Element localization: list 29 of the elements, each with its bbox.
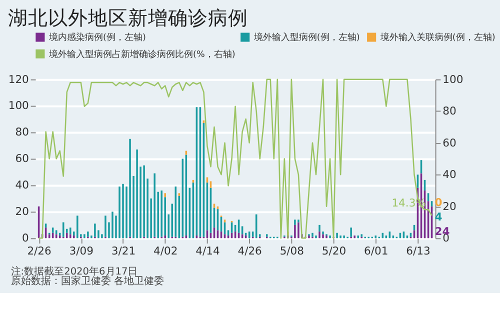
data-label: 4 <box>434 210 442 224</box>
x-tick-label: 4/14 <box>196 244 220 258</box>
legend-label: 境外输入关联病例(例，左轴) <box>379 32 496 44</box>
y2-tick-label: 60 <box>442 136 456 150</box>
x-tick-label: 5/08 <box>280 244 304 258</box>
x-tick-label: 6/01 <box>364 244 388 258</box>
y-tick-label: 0 <box>22 232 30 245</box>
x-tick-label: 5/20 <box>322 244 346 258</box>
chart-title: 湖北以外地区新增确诊病例 <box>8 6 248 30</box>
y-tick-label: 20 <box>15 205 30 218</box>
legend-label: 境内感染病例(例，左轴) <box>48 32 146 44</box>
y2-tick-label: 20 <box>442 200 456 213</box>
x-tick-label: 4/26 <box>238 244 262 258</box>
y-tick-label: 60 <box>15 152 30 166</box>
y-tick-label: 80 <box>15 126 30 139</box>
y-tick-label: 120 <box>8 72 30 86</box>
y-tick-label: 100 <box>8 99 30 112</box>
x-tick-label: 6/13 <box>406 244 430 258</box>
legend-label: 境外输入型病例占新增确诊病例比例(%，右轴) <box>48 48 236 60</box>
legend-label: 境外输入型病例(例，左轴) <box>252 32 360 44</box>
x-tick-label: 3/21 <box>111 244 136 258</box>
x-tick-label: 4/02 <box>154 244 178 258</box>
y2-tick-label: 40 <box>442 168 456 182</box>
text: 原始数据：国家卫健委 各地卫健委 <box>10 275 164 288</box>
y2-tick-label: 80 <box>442 104 456 118</box>
y-tick-label: 40 <box>15 178 30 192</box>
x-tick-label: 3/09 <box>69 244 94 258</box>
y2-tick-label: 100 <box>442 72 464 86</box>
x-tick-label: 2/26 <box>27 244 52 258</box>
